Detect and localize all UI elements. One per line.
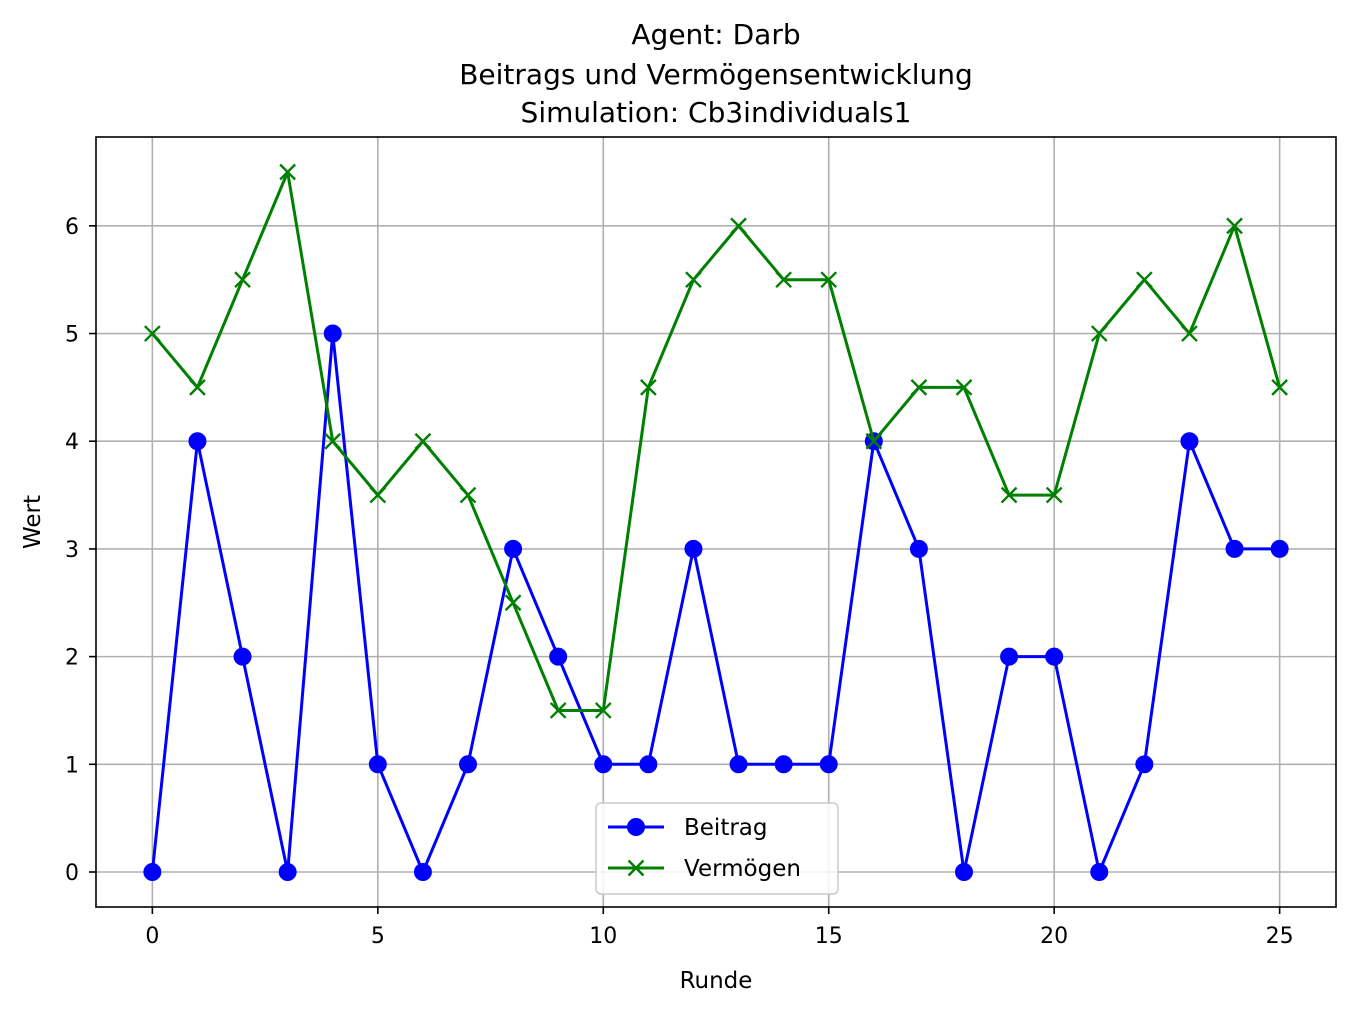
- data-point: [549, 702, 567, 719]
- series-line: [150, 332, 1280, 874]
- data-point: [504, 539, 523, 558]
- data-point: [909, 539, 928, 558]
- x-tick-label: 25: [1266, 924, 1294, 949]
- legend-marker: [627, 859, 645, 877]
- data-point: [820, 271, 838, 289]
- data-point: [278, 863, 297, 881]
- data-point: [1135, 755, 1154, 774]
- data-point: [144, 325, 161, 342]
- data-point: [774, 755, 793, 774]
- data-point: [1090, 325, 1108, 342]
- data-point: [1090, 863, 1109, 881]
- data-point: [459, 755, 477, 774]
- data-point: [1136, 271, 1153, 289]
- data-point: [233, 647, 252, 666]
- data-point: [368, 755, 387, 774]
- data-point: [1045, 647, 1064, 666]
- data-point: [594, 702, 612, 719]
- data-point: [414, 432, 432, 450]
- title-line-1: Agent: Darb: [631, 18, 800, 51]
- data-point: [413, 863, 432, 881]
- legend: Beitrag Vermögen: [595, 802, 839, 895]
- data-point: [1181, 325, 1198, 342]
- data-point: [324, 432, 342, 450]
- data-point: [640, 379, 657, 396]
- data-point: [549, 647, 568, 666]
- legend-label: Vermögen: [684, 856, 801, 882]
- chart-title: Agent: Darb Beitrags und Vermögensentwic…: [459, 18, 973, 129]
- y-tick-label: 3: [65, 538, 79, 563]
- legend-marker: [627, 818, 645, 836]
- data-point: [865, 432, 883, 450]
- y-tick-label: 1: [65, 753, 79, 778]
- data-point: [639, 755, 658, 774]
- data-point: [1000, 647, 1019, 666]
- legend-label: Beitrag: [684, 815, 768, 841]
- data-point: [685, 271, 702, 289]
- data-point: [189, 379, 206, 396]
- x-tick-label: 10: [589, 924, 617, 949]
- data-point: [279, 163, 296, 181]
- plot-frame: [95, 136, 1337, 908]
- data-point: [1045, 486, 1063, 504]
- y-tick-label: 4: [65, 430, 79, 455]
- y-tick-label: 6: [65, 215, 79, 240]
- data-point: [1225, 539, 1244, 558]
- data-point: [369, 486, 387, 504]
- data-point: [234, 271, 251, 289]
- y-tick-label: 0: [65, 861, 79, 886]
- data-point: [775, 271, 792, 289]
- x-tick-label: 5: [371, 924, 385, 949]
- x-axis-label: Runde: [680, 968, 753, 994]
- data-point: [955, 379, 973, 396]
- x-tick-label: 20: [1040, 924, 1068, 949]
- data-point: [730, 217, 747, 235]
- data-point: [1270, 539, 1289, 558]
- data-point: [955, 863, 973, 881]
- data-point: [729, 755, 748, 774]
- data-point: [143, 863, 162, 881]
- y-axis-label: Wert: [20, 495, 46, 549]
- y-tick-label: 5: [65, 323, 79, 348]
- data-point: [819, 755, 838, 774]
- data-point: [1226, 217, 1243, 235]
- y-tick-label: 2: [65, 646, 79, 671]
- data-point: [323, 324, 342, 343]
- data-point: [594, 755, 613, 774]
- x-tick-label: 15: [815, 924, 843, 949]
- data-point: [1271, 379, 1288, 396]
- series-beitrag: [143, 324, 1289, 881]
- series-vermoegen: [144, 163, 1288, 719]
- data-point: [910, 379, 928, 396]
- data-point: [459, 486, 477, 504]
- data-point: [684, 539, 703, 558]
- data-point: [1180, 432, 1199, 451]
- series-area: [143, 163, 1289, 881]
- title-line-2: Beitrags und Vermögensentwicklung: [459, 58, 973, 91]
- data-point: [188, 432, 207, 451]
- data-point: [1000, 486, 1018, 504]
- data-point: [504, 594, 522, 612]
- title-line-3: Simulation: Cb3individuals1: [521, 96, 912, 129]
- x-tick-label: 0: [145, 924, 159, 949]
- axis-ticks: 0 5 10 15 20 25 0 1 2 3 4 5 6: [65, 215, 1294, 949]
- series-line: [151, 170, 1282, 712]
